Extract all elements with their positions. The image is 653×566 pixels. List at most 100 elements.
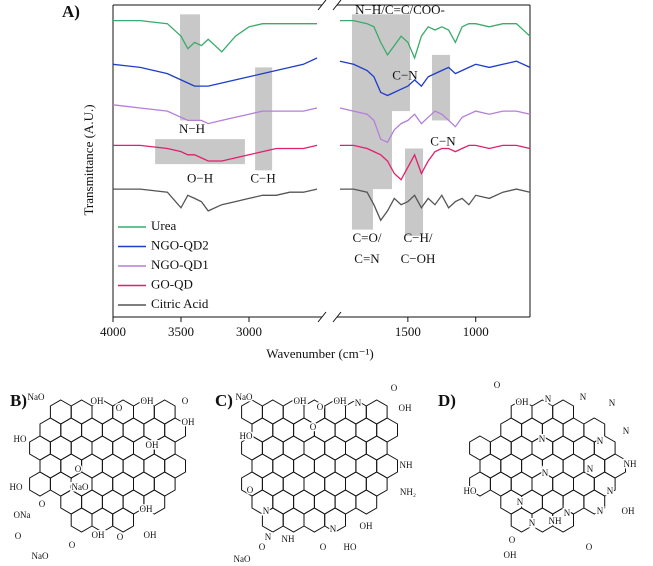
atom-label: OH (399, 403, 412, 413)
atom-label: NaO (236, 392, 253, 402)
x-tick-label: 4000 (100, 324, 126, 339)
spectrum-line (113, 19, 317, 53)
annotation: C−OH (401, 251, 436, 266)
spectrum-line (339, 107, 531, 144)
atom-label: OH (91, 396, 104, 406)
atom-label: NaO (234, 554, 251, 564)
spectrum-line (340, 19, 531, 60)
atom-label: N (623, 426, 630, 436)
atom-label: O (15, 531, 22, 541)
atom-label: NH (549, 516, 562, 526)
ring (552, 507, 574, 533)
atom-label: N (609, 398, 616, 408)
atom-label: NaO (72, 482, 89, 492)
atom-label: OH (622, 506, 635, 516)
atom-label: OH (294, 396, 307, 406)
atom-label: NH₂ (400, 487, 416, 497)
atom-label: O (247, 485, 254, 495)
annotation: C−N (392, 68, 418, 83)
panel-label: D) (438, 391, 456, 410)
atom-label: O (182, 396, 189, 406)
x-tick-label: 3000 (236, 324, 262, 339)
atom-label: O (117, 532, 124, 542)
band (180, 14, 201, 121)
atom-label: O (259, 542, 266, 552)
spectrum-line (112, 104, 318, 125)
axis-break (317, 311, 327, 323)
annotation: N−H (179, 121, 205, 136)
panel-label: B) (10, 391, 27, 410)
ring (355, 489, 378, 515)
atom-label: N (607, 486, 614, 496)
atom-label: ONa (14, 510, 31, 520)
atom-label: NH (624, 459, 637, 469)
atom-label: N (330, 524, 337, 534)
atom-label: NaO (28, 392, 45, 402)
ring (143, 489, 166, 515)
molecule (241, 399, 398, 533)
atom-label: N (564, 508, 571, 518)
atom-label: NH (400, 460, 413, 470)
x-axis-label: Wavenumber (cm⁻¹) (266, 346, 374, 361)
x-tick-label: 3500 (168, 324, 194, 339)
plot-frame (112, 0, 531, 323)
atom-label: N (597, 506, 604, 516)
legend-label: NGO-QD1 (151, 257, 209, 272)
annotation: C−H (250, 171, 275, 186)
atom-label: OH (146, 440, 159, 450)
atom-label: O (116, 403, 123, 413)
spectrum-line (112, 57, 318, 87)
atom-label: O (494, 380, 501, 390)
atom-label: NaO (32, 551, 49, 561)
axis-break (332, 311, 342, 323)
legend-label: NGO-QD2 (151, 237, 209, 252)
band (391, 14, 411, 112)
atom-label: N (597, 436, 604, 446)
atom-label: N (545, 394, 552, 404)
atom-label: N (542, 468, 549, 478)
panel-label: A) (62, 2, 80, 21)
atom-label: N (587, 464, 594, 474)
atom-label: OH (504, 550, 517, 560)
annotation: C=O/ (352, 230, 381, 245)
spectrum-line (340, 188, 531, 222)
atom-label: HO (344, 542, 357, 552)
atom-label: N (265, 532, 272, 542)
band (372, 14, 392, 190)
y-axis-label: Transmittance (A.U.) (81, 104, 96, 215)
atom-label: N (580, 392, 587, 402)
atom-label: O (509, 535, 516, 545)
molecule (29, 399, 186, 533)
axis-break (332, 0, 342, 11)
atom-label: HO (240, 431, 253, 441)
atom-label: N (529, 518, 536, 528)
legend-label: GO-QD (151, 276, 193, 291)
atom-label: HO (464, 486, 477, 496)
ring (583, 489, 606, 515)
atom-label: O (586, 542, 593, 552)
atom-label: O (391, 383, 398, 393)
atom-label: N (517, 497, 524, 507)
atom-label: OH (516, 397, 529, 407)
atom-label: O (310, 422, 317, 432)
band (255, 67, 273, 171)
atom-label: OH (360, 521, 373, 531)
spectrum-line (113, 144, 318, 162)
atom-label: O (69, 540, 76, 550)
atom-label: HO (10, 482, 23, 492)
atom-label: OH (334, 396, 347, 406)
annotation: C−H/ (404, 230, 433, 245)
atom-label: O (320, 542, 327, 552)
x-tick-label: 1500 (395, 324, 421, 339)
x-tick-label: 1000 (463, 324, 489, 339)
atom-label: N (263, 506, 270, 516)
molecule (469, 399, 626, 533)
band (155, 139, 245, 165)
atom-label: OH (144, 530, 157, 540)
legend-label: Citric Acid (151, 296, 209, 311)
atom-label: OH (140, 504, 153, 514)
atom-label: HO (14, 434, 27, 444)
atom-label: O (75, 464, 82, 474)
